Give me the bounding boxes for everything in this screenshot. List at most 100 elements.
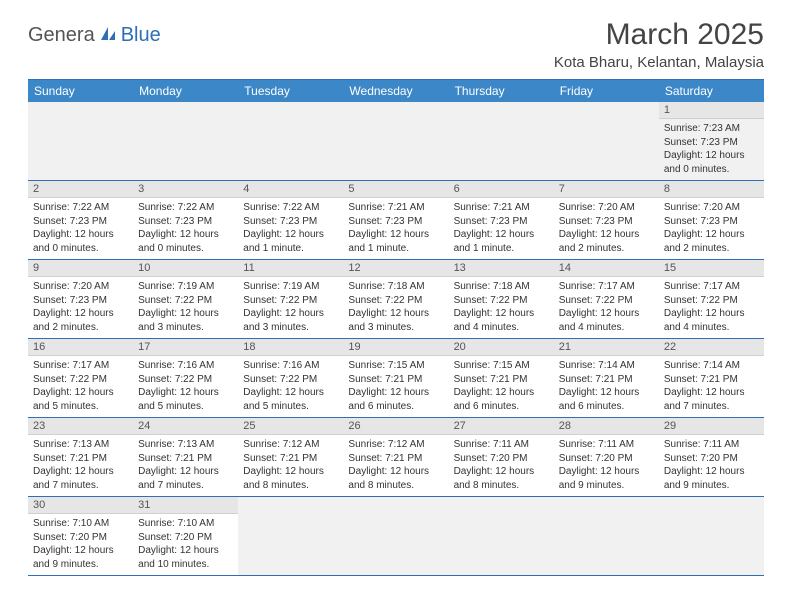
sunrise-text: Sunrise: 7:15 AM xyxy=(454,359,549,373)
daylight-text: Daylight: 12 hours and 0 minutes. xyxy=(138,228,233,255)
day-number: 20 xyxy=(449,339,554,356)
calendar-day-cell: 31Sunrise: 7:10 AMSunset: 7:20 PMDayligh… xyxy=(133,497,238,576)
sunset-text: Sunset: 7:21 PM xyxy=(454,373,549,387)
sunrise-text: Sunrise: 7:15 AM xyxy=(348,359,443,373)
calendar-day-cell: 29Sunrise: 7:11 AMSunset: 7:20 PMDayligh… xyxy=(659,418,764,497)
sunset-text: Sunset: 7:21 PM xyxy=(243,452,338,466)
daylight-text: Daylight: 12 hours and 6 minutes. xyxy=(348,386,443,413)
calendar-day-cell: 16Sunrise: 7:17 AMSunset: 7:22 PMDayligh… xyxy=(28,339,133,418)
sunset-text: Sunset: 7:21 PM xyxy=(33,452,128,466)
day-number: 23 xyxy=(28,418,133,435)
day-number: 30 xyxy=(28,497,133,514)
sunset-text: Sunset: 7:20 PM xyxy=(664,452,759,466)
sunset-text: Sunset: 7:21 PM xyxy=(348,373,443,387)
title-block: March 2025 Kota Bharu, Kelantan, Malaysi… xyxy=(554,18,764,71)
day-details: Sunrise: 7:17 AMSunset: 7:22 PMDaylight:… xyxy=(659,277,764,338)
daylight-text: Daylight: 12 hours and 5 minutes. xyxy=(33,386,128,413)
day-details: Sunrise: 7:14 AMSunset: 7:21 PMDaylight:… xyxy=(659,356,764,417)
calendar-day-cell: 12Sunrise: 7:18 AMSunset: 7:22 PMDayligh… xyxy=(343,260,448,339)
day-details: Sunrise: 7:18 AMSunset: 7:22 PMDaylight:… xyxy=(449,277,554,338)
sunrise-text: Sunrise: 7:20 AM xyxy=(664,201,759,215)
day-number: 27 xyxy=(449,418,554,435)
calendar-day-cell: 9Sunrise: 7:20 AMSunset: 7:23 PMDaylight… xyxy=(28,260,133,339)
day-number: 17 xyxy=(133,339,238,356)
day-number: 18 xyxy=(238,339,343,356)
daylight-text: Daylight: 12 hours and 9 minutes. xyxy=(664,465,759,492)
sunset-text: Sunset: 7:22 PM xyxy=(243,373,338,387)
daylight-text: Daylight: 12 hours and 0 minutes. xyxy=(664,149,759,176)
calendar-day-cell: 20Sunrise: 7:15 AMSunset: 7:21 PMDayligh… xyxy=(449,339,554,418)
sunrise-text: Sunrise: 7:14 AM xyxy=(664,359,759,373)
day-details: Sunrise: 7:15 AMSunset: 7:21 PMDaylight:… xyxy=(449,356,554,417)
sunrise-text: Sunrise: 7:22 AM xyxy=(33,201,128,215)
day-details: Sunrise: 7:13 AMSunset: 7:21 PMDaylight:… xyxy=(28,435,133,496)
day-details: Sunrise: 7:19 AMSunset: 7:22 PMDaylight:… xyxy=(133,277,238,338)
calendar-day-cell: 13Sunrise: 7:18 AMSunset: 7:22 PMDayligh… xyxy=(449,260,554,339)
daylight-text: Daylight: 12 hours and 4 minutes. xyxy=(559,307,654,334)
calendar-week-row: 30Sunrise: 7:10 AMSunset: 7:20 PMDayligh… xyxy=(28,497,764,576)
calendar-day-cell: 15Sunrise: 7:17 AMSunset: 7:22 PMDayligh… xyxy=(659,260,764,339)
calendar-day-cell: 23Sunrise: 7:13 AMSunset: 7:21 PMDayligh… xyxy=(28,418,133,497)
sunset-text: Sunset: 7:22 PM xyxy=(138,294,233,308)
day-details: Sunrise: 7:19 AMSunset: 7:22 PMDaylight:… xyxy=(238,277,343,338)
day-details: Sunrise: 7:17 AMSunset: 7:22 PMDaylight:… xyxy=(28,356,133,417)
logo-text-general: Genera xyxy=(28,24,95,47)
day-number: 28 xyxy=(554,418,659,435)
daylight-text: Daylight: 12 hours and 3 minutes. xyxy=(348,307,443,334)
sunset-text: Sunset: 7:23 PM xyxy=(138,215,233,229)
daylight-text: Daylight: 12 hours and 1 minute. xyxy=(243,228,338,255)
day-number: 5 xyxy=(343,181,448,198)
day-number: 10 xyxy=(133,260,238,277)
day-details: Sunrise: 7:22 AMSunset: 7:23 PMDaylight:… xyxy=(28,198,133,259)
weekday-header: Saturday xyxy=(659,80,764,103)
daylight-text: Daylight: 12 hours and 6 minutes. xyxy=(454,386,549,413)
sunset-text: Sunset: 7:23 PM xyxy=(348,215,443,229)
sunset-text: Sunset: 7:21 PM xyxy=(559,373,654,387)
calendar-day-cell: 1Sunrise: 7:23 AMSunset: 7:23 PMDaylight… xyxy=(659,102,764,181)
sunrise-text: Sunrise: 7:14 AM xyxy=(559,359,654,373)
day-number: 8 xyxy=(659,181,764,198)
calendar-day-cell: 2Sunrise: 7:22 AMSunset: 7:23 PMDaylight… xyxy=(28,181,133,260)
day-number: 24 xyxy=(133,418,238,435)
sunrise-text: Sunrise: 7:12 AM xyxy=(243,438,338,452)
sunrise-text: Sunrise: 7:10 AM xyxy=(138,517,233,531)
sunset-text: Sunset: 7:21 PM xyxy=(348,452,443,466)
daylight-text: Daylight: 12 hours and 1 minute. xyxy=(348,228,443,255)
calendar-day-cell: 8Sunrise: 7:20 AMSunset: 7:23 PMDaylight… xyxy=(659,181,764,260)
calendar-day-cell: 24Sunrise: 7:13 AMSunset: 7:21 PMDayligh… xyxy=(133,418,238,497)
day-number: 31 xyxy=(133,497,238,514)
sunset-text: Sunset: 7:20 PM xyxy=(454,452,549,466)
sunrise-text: Sunrise: 7:22 AM xyxy=(243,201,338,215)
day-number: 11 xyxy=(238,260,343,277)
calendar-day-cell: 22Sunrise: 7:14 AMSunset: 7:21 PMDayligh… xyxy=(659,339,764,418)
sunset-text: Sunset: 7:22 PM xyxy=(243,294,338,308)
daylight-text: Daylight: 12 hours and 9 minutes. xyxy=(33,544,128,571)
calendar-day-cell: 14Sunrise: 7:17 AMSunset: 7:22 PMDayligh… xyxy=(554,260,659,339)
day-details: Sunrise: 7:16 AMSunset: 7:22 PMDaylight:… xyxy=(133,356,238,417)
sunrise-text: Sunrise: 7:13 AM xyxy=(138,438,233,452)
sunrise-text: Sunrise: 7:18 AM xyxy=(348,280,443,294)
month-title: March 2025 xyxy=(554,18,764,52)
calendar-body: 1Sunrise: 7:23 AMSunset: 7:23 PMDaylight… xyxy=(28,102,764,576)
day-number: 2 xyxy=(28,181,133,198)
sunset-text: Sunset: 7:21 PM xyxy=(138,452,233,466)
day-number: 26 xyxy=(343,418,448,435)
day-number: 9 xyxy=(28,260,133,277)
sunrise-text: Sunrise: 7:21 AM xyxy=(454,201,549,215)
calendar-header-row: SundayMondayTuesdayWednesdayThursdayFrid… xyxy=(28,80,764,103)
daylight-text: Daylight: 12 hours and 8 minutes. xyxy=(454,465,549,492)
day-details: Sunrise: 7:20 AMSunset: 7:23 PMDaylight:… xyxy=(659,198,764,259)
calendar-day-cell: 4Sunrise: 7:22 AMSunset: 7:23 PMDaylight… xyxy=(238,181,343,260)
daylight-text: Daylight: 12 hours and 2 minutes. xyxy=(559,228,654,255)
sunset-text: Sunset: 7:20 PM xyxy=(559,452,654,466)
weekday-header: Thursday xyxy=(449,80,554,103)
day-details: Sunrise: 7:11 AMSunset: 7:20 PMDaylight:… xyxy=(554,435,659,496)
day-details: Sunrise: 7:10 AMSunset: 7:20 PMDaylight:… xyxy=(28,514,133,575)
calendar-day-cell: 3Sunrise: 7:22 AMSunset: 7:23 PMDaylight… xyxy=(133,181,238,260)
day-details: Sunrise: 7:15 AMSunset: 7:21 PMDaylight:… xyxy=(343,356,448,417)
sunrise-text: Sunrise: 7:19 AM xyxy=(138,280,233,294)
logo-text-blue: Blue xyxy=(121,24,161,47)
sunrise-text: Sunrise: 7:23 AM xyxy=(664,122,759,136)
sunset-text: Sunset: 7:23 PM xyxy=(243,215,338,229)
sunrise-text: Sunrise: 7:10 AM xyxy=(33,517,128,531)
